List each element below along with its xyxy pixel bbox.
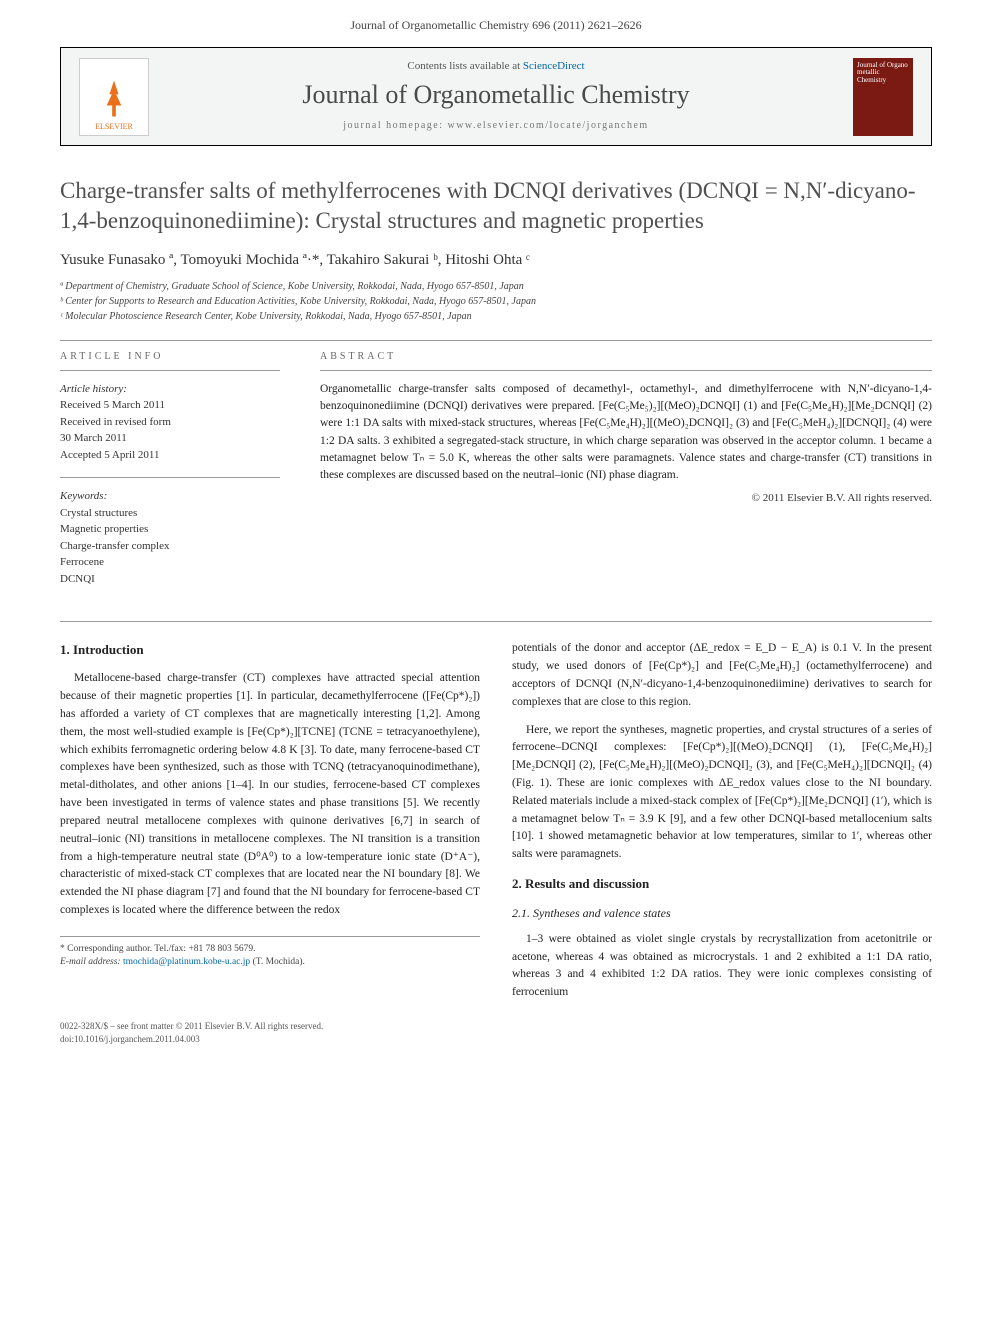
- corresponding-author: * Corresponding author. Tel./fax: +81 78…: [60, 943, 480, 956]
- history-line: 30 March 2011: [60, 432, 127, 444]
- contents-text: Contents lists available at: [407, 60, 522, 72]
- history-line: Accepted 5 April 2011: [60, 449, 159, 461]
- keyword: Magnetic properties: [60, 521, 280, 538]
- keyword: DCNQI: [60, 571, 280, 588]
- keyword: Ferrocene: [60, 554, 280, 571]
- affiliations: ª Department of Chemistry, Graduate Scho…: [60, 279, 932, 324]
- body-paragraph: 1–3 were obtained as violet single cryst…: [512, 931, 932, 1002]
- section-heading-introduction: 1. Introduction: [60, 640, 480, 660]
- elsevier-label: ELSEVIER: [95, 122, 133, 131]
- article-history: Article history: Received 5 March 2011 R…: [60, 381, 280, 464]
- running-head: Journal of Organometallic Chemistry 696 …: [0, 0, 992, 41]
- keywords-block: Keywords: Crystal structures Magnetic pr…: [60, 488, 280, 587]
- footer-issn-line: 0022-328X/$ – see front matter © 2011 El…: [60, 1020, 932, 1033]
- history-heading: Article history:: [60, 383, 127, 395]
- keyword: Charge-transfer complex: [60, 538, 280, 555]
- article-info-label: ARTICLE INFO: [60, 351, 280, 362]
- body-paragraph: Here, we report the syntheses, magnetic …: [512, 722, 932, 865]
- elsevier-logo: ELSEVIER: [79, 58, 149, 136]
- divider: [60, 370, 280, 371]
- divider: [320, 370, 932, 371]
- divider: [60, 621, 932, 622]
- divider: [60, 477, 280, 478]
- body-paragraph: Metallocene-based charge-transfer (CT) c…: [60, 670, 480, 919]
- abstract-label: ABSTRACT: [320, 351, 932, 362]
- divider: [60, 340, 932, 341]
- history-line: Received in revised form: [60, 416, 171, 428]
- info-abstract-row: ARTICLE INFO Article history: Received 5…: [60, 351, 932, 602]
- journal-homepage: journal homepage: www.elsevier.com/locat…: [79, 120, 913, 131]
- affiliation-a: ª Department of Chemistry, Graduate Scho…: [60, 279, 932, 294]
- email-suffix: (T. Mochida).: [250, 957, 305, 967]
- journal-name: Journal of Organometallic Chemistry: [79, 80, 913, 110]
- sciencedirect-link[interactable]: ScienceDirect: [523, 60, 585, 72]
- article-title: Charge-transfer salts of methylferrocene…: [60, 176, 932, 236]
- contents-line: Contents lists available at ScienceDirec…: [79, 60, 913, 72]
- journal-cover-thumb: Journal of Organo metallic Chemistry: [853, 58, 913, 136]
- keyword: Crystal structures: [60, 505, 280, 522]
- keywords-heading: Keywords:: [60, 490, 107, 502]
- journal-header-box: ELSEVIER Journal of Organo metallic Chem…: [60, 47, 932, 146]
- body-text-columns: 1. Introduction Metallocene-based charge…: [60, 640, 932, 1002]
- footer: 0022-328X/$ – see front matter © 2011 El…: [60, 1020, 932, 1065]
- abstract-column: ABSTRACT Organometallic charge-transfer …: [320, 351, 932, 602]
- elsevier-tree-icon: [91, 76, 137, 122]
- body-paragraph: potentials of the donor and acceptor (ΔE…: [512, 640, 932, 711]
- history-line: Received 5 March 2011: [60, 399, 165, 411]
- footer-doi-line: doi:10.1016/j.jorganchem.2011.04.003: [60, 1033, 932, 1046]
- footnote-block: * Corresponding author. Tel./fax: +81 78…: [60, 936, 480, 970]
- subsection-heading-syntheses: 2.1. Syntheses and valence states: [512, 904, 932, 923]
- copyright: © 2011 Elsevier B.V. All rights reserved…: [320, 492, 932, 504]
- email-line: E-mail address: tmochida@platinum.kobe-u…: [60, 956, 480, 969]
- article-info-column: ARTICLE INFO Article history: Received 5…: [60, 351, 280, 602]
- authors-list: Yusuke Funasako ª, Tomoyuki Mochida ª·*,…: [60, 252, 932, 269]
- section-heading-results: 2. Results and discussion: [512, 874, 932, 894]
- affiliation-c: ᶜ Molecular Photoscience Research Center…: [60, 309, 932, 324]
- abstract-text: Organometallic charge-transfer salts com…: [320, 381, 932, 485]
- email-label: E-mail address:: [60, 957, 123, 967]
- email-link[interactable]: tmochida@platinum.kobe-u.ac.jp: [123, 957, 250, 967]
- affiliation-b: ᵇ Center for Supports to Research and Ed…: [60, 294, 932, 309]
